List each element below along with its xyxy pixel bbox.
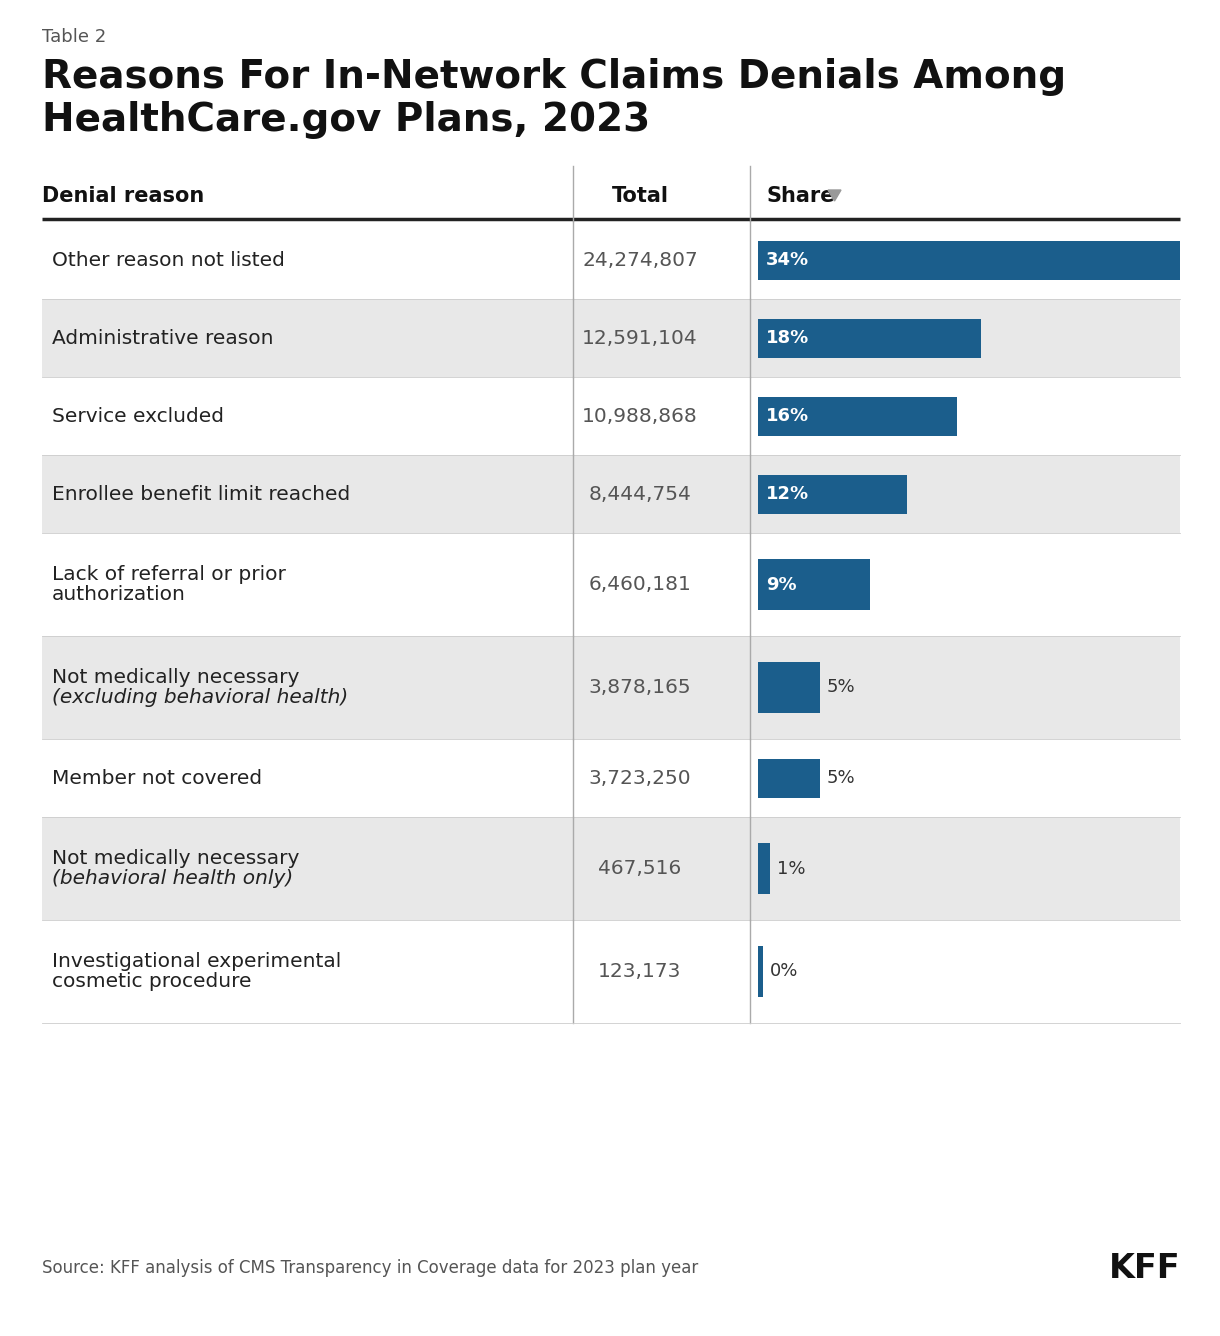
Bar xyxy=(758,843,770,894)
Text: 24,274,807: 24,274,807 xyxy=(582,251,698,270)
Text: 123,173: 123,173 xyxy=(598,962,682,981)
Text: Not medically necessary: Not medically necessary xyxy=(52,848,299,868)
Text: Reasons For In-Network Claims Denials Among: Reasons For In-Network Claims Denials Am… xyxy=(41,57,1066,96)
Text: (excluding behavioral health): (excluding behavioral health) xyxy=(52,688,348,707)
Text: 0%: 0% xyxy=(770,962,798,981)
Text: 9%: 9% xyxy=(766,576,797,593)
Text: Total: Total xyxy=(611,186,669,206)
Text: 18%: 18% xyxy=(766,329,809,347)
Text: authorization: authorization xyxy=(52,585,185,604)
Text: 34%: 34% xyxy=(766,251,809,269)
Text: 12,591,104: 12,591,104 xyxy=(582,329,698,347)
Bar xyxy=(758,318,981,358)
Text: Other reason not listed: Other reason not listed xyxy=(52,251,285,270)
Text: Source: KFF analysis of CMS Transparency in Coverage data for 2023 plan year: Source: KFF analysis of CMS Transparency… xyxy=(41,1259,698,1277)
Bar xyxy=(758,474,906,513)
Bar xyxy=(41,377,1180,456)
Text: 12%: 12% xyxy=(766,485,809,502)
Text: Investigational experimental: Investigational experimental xyxy=(52,953,342,971)
Text: Table 2: Table 2 xyxy=(41,28,106,45)
Text: 8,444,754: 8,444,754 xyxy=(588,485,692,504)
Text: Member not covered: Member not covered xyxy=(52,768,262,787)
Polygon shape xyxy=(828,190,841,200)
Bar xyxy=(758,661,820,713)
Bar xyxy=(41,456,1180,533)
Bar xyxy=(758,759,820,798)
Text: Lack of referral or prior: Lack of referral or prior xyxy=(52,565,285,584)
Text: HealthCare.gov Plans, 2023: HealthCare.gov Plans, 2023 xyxy=(41,102,650,139)
Bar xyxy=(758,397,956,436)
Bar xyxy=(758,558,870,611)
Text: 5%: 5% xyxy=(827,770,855,787)
Text: 467,516: 467,516 xyxy=(598,859,682,878)
Text: 3,723,250: 3,723,250 xyxy=(589,768,692,787)
Bar xyxy=(41,299,1180,377)
Text: 3,878,165: 3,878,165 xyxy=(589,677,692,697)
Text: 16%: 16% xyxy=(766,407,809,425)
Bar xyxy=(41,636,1180,739)
Text: Service excluded: Service excluded xyxy=(52,406,224,425)
Bar xyxy=(41,818,1180,921)
Bar xyxy=(758,946,762,997)
Text: cosmetic procedure: cosmetic procedure xyxy=(52,973,251,991)
Text: Administrative reason: Administrative reason xyxy=(52,329,273,347)
Text: (behavioral health only): (behavioral health only) xyxy=(52,868,293,888)
Bar xyxy=(41,921,1180,1023)
Text: 5%: 5% xyxy=(827,679,855,696)
Text: Denial reason: Denial reason xyxy=(41,186,204,206)
Text: 1%: 1% xyxy=(777,859,806,878)
Bar xyxy=(41,739,1180,818)
Bar xyxy=(41,220,1180,299)
Text: 6,460,181: 6,460,181 xyxy=(588,574,692,595)
Text: Enrollee benefit limit reached: Enrollee benefit limit reached xyxy=(52,485,350,504)
Bar xyxy=(758,240,1180,279)
Text: KFF: KFF xyxy=(1109,1252,1180,1284)
Bar xyxy=(41,533,1180,636)
Text: Share: Share xyxy=(766,186,834,206)
Text: Not medically necessary: Not medically necessary xyxy=(52,668,299,687)
Text: 10,988,868: 10,988,868 xyxy=(582,406,698,425)
